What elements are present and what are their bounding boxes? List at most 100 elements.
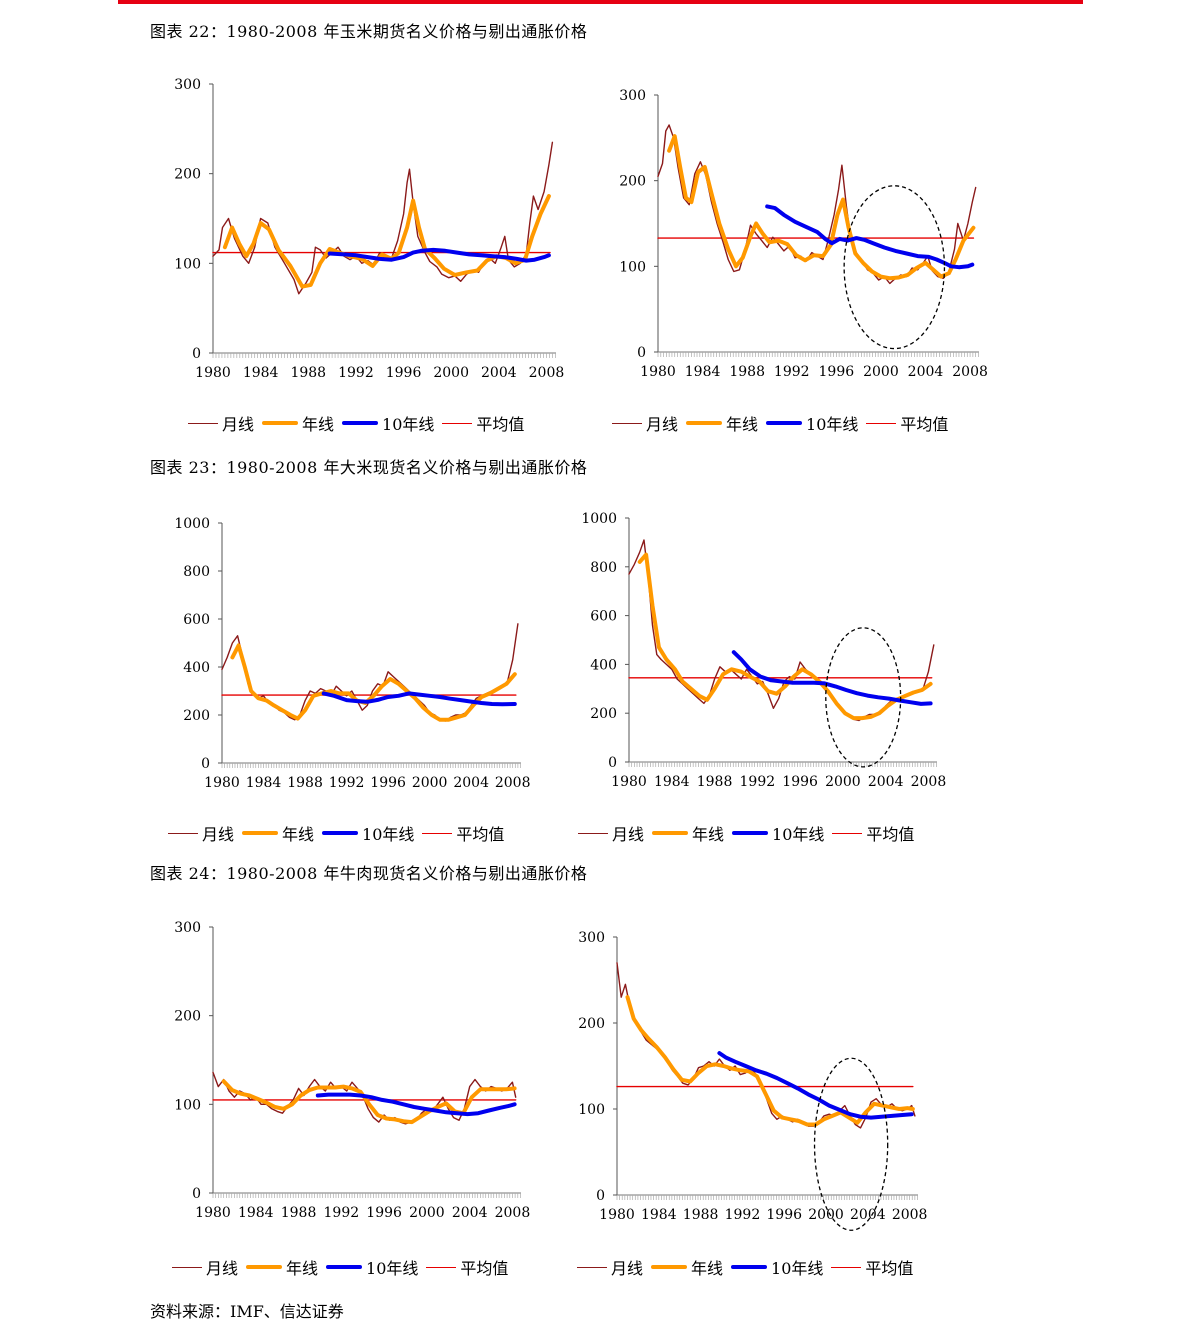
beef-nominal-chart: 0 100 200 300 1980 1984 1988 1992 1996 2000 2004 20… (174, 920, 531, 1221)
x-tick-label: 2000 (433, 365, 469, 381)
legend-swatch-annual (242, 831, 279, 835)
x-minor-ticks (628, 762, 937, 767)
legend-swatch-annual (651, 1265, 688, 1269)
x-tick-label: 1984 (685, 364, 721, 380)
x-tick-label: 1988 (287, 775, 323, 791)
legend-label-annual: 年线 (726, 415, 759, 434)
legend-item-average: 平均值 (866, 411, 956, 435)
legend-item-average: 平均值 (832, 821, 922, 845)
legend-item-average: 平均值 (831, 1255, 921, 1279)
legend-item-monthly: 月线 (172, 1255, 246, 1279)
y-tick-label: 200 (590, 706, 617, 722)
x-tick-label: 2008 (495, 1205, 531, 1221)
legend-item-decade: 10年线 (732, 821, 832, 845)
x-tick-label: 1984 (654, 774, 690, 790)
x-tick-label: 2004 (481, 365, 517, 381)
legend-swatch-monthly (612, 422, 642, 424)
legend-item-annual: 年线 (651, 1255, 731, 1279)
y-tick-label: 0 (637, 345, 646, 361)
y-tick-label: 200 (174, 167, 201, 183)
legend-swatch-annual (652, 831, 689, 835)
legend-label-annual: 年线 (692, 825, 725, 844)
legend-label-average: 平均值 (900, 415, 949, 434)
legend-label-decade: 10年线 (382, 415, 435, 434)
figure-23-caption: 图表 23：1980-2008 年大米现货名义价格与剔出通胀价格 (150, 458, 588, 477)
legend-item-monthly: 月线 (612, 411, 686, 435)
y-tick-label: 100 (619, 259, 646, 275)
legend-swatch-average (831, 1266, 862, 1268)
y-tick-label: 0 (596, 1188, 605, 1204)
x-tick-label: 2000 (808, 1207, 844, 1223)
x-tick-label: 2008 (952, 364, 988, 380)
legend-swatch-decade (731, 1265, 768, 1269)
figure-22-caption: 图表 22：1980-2008 年玉米期货名义价格与剔出通胀价格 (150, 22, 588, 41)
x-tick-label: 1980 (611, 774, 647, 790)
x-minor-ticks (616, 1195, 918, 1200)
series-line-annual (637, 552, 933, 721)
x-tick-label: 2004 (850, 1207, 886, 1223)
legend-label-annual: 年线 (302, 415, 335, 434)
series-line-annual (221, 1079, 517, 1125)
legend-item-average: 平均值 (422, 821, 512, 845)
y-tick-label: 100 (174, 1097, 201, 1113)
legend-item-decade: 10年线 (766, 411, 866, 435)
legend-label-decade: 10年线 (772, 825, 825, 844)
x-tick-label: 1996 (819, 364, 855, 380)
x-tick-label: 1988 (281, 1205, 317, 1221)
legend-swatch-average (866, 422, 897, 424)
y-tick-label: 200 (183, 708, 210, 724)
legend-swatch-average (422, 832, 453, 834)
y-tick-label: 800 (590, 560, 617, 576)
y-tick-label: 400 (590, 657, 617, 673)
legend-item-decade: 10年线 (322, 821, 422, 845)
x-minor-ticks (657, 352, 979, 357)
series-line-decade (315, 1092, 517, 1117)
x-tick-label: 2008 (911, 774, 947, 790)
beef-real-chart: 0 100 200 300 1980 1984 1988 1992 1996 2000 2004 20… (578, 930, 927, 1231)
legend-item-monthly: 月线 (168, 821, 242, 845)
x-minor-ticks (212, 1193, 521, 1198)
series-line-monthly (212, 141, 554, 295)
series-line-monthly (616, 962, 916, 1129)
legend-swatch-average (832, 832, 863, 834)
y-tick-label: 100 (578, 1102, 605, 1118)
x-tick-label: 2004 (453, 775, 489, 791)
x-tick-label: 2000 (412, 775, 448, 791)
series-line-decade (321, 691, 517, 707)
legend-item-monthly: 月线 (577, 1255, 651, 1279)
x-tick-label: 1996 (766, 1207, 802, 1223)
y-tick-label: 100 (174, 256, 201, 272)
legend-swatch-average (442, 422, 473, 424)
x-tick-label: 1980 (204, 775, 240, 791)
x-tick-label: 1984 (246, 775, 282, 791)
figure-24-caption: 图表 24：1980-2008 年牛肉现货名义价格与剔出通胀价格 (150, 864, 588, 883)
rice-real-chart: 0 200 400 600 800 1000 1980 1984 1988 1992 1996 200… (581, 511, 947, 790)
legend-swatch-decade (732, 831, 769, 835)
legend-beef-real: 月线 年线 10年线 平均值 (577, 1255, 921, 1279)
legend-swatch-monthly (577, 1266, 607, 1268)
legend-item-annual: 年线 (242, 821, 322, 845)
x-tick-label: 1980 (640, 364, 676, 380)
legend-swatch-monthly (172, 1266, 202, 1268)
y-tick-label: 300 (174, 77, 201, 93)
y-tick-label: 1000 (174, 516, 210, 532)
x-tick-label: 1992 (740, 774, 776, 790)
x-tick-label: 1996 (370, 775, 406, 791)
legend-label-average: 平均值 (460, 1259, 509, 1278)
y-tick-label: 200 (619, 174, 646, 190)
series-line-decade (731, 650, 933, 706)
y-tick-label: 400 (183, 660, 210, 676)
x-tick-label: 1996 (386, 365, 422, 381)
top-red-rule (118, 0, 1083, 4)
legend-item-average: 平均值 (442, 411, 532, 435)
legend-item-annual: 年线 (652, 821, 732, 845)
x-tick-label: 1996 (366, 1205, 402, 1221)
legend-rice-nominal: 月线 年线 10年线 平均值 (168, 821, 512, 845)
x-tick-label: 1996 (782, 774, 818, 790)
legend-item-average: 平均值 (426, 1255, 516, 1279)
y-tick-label: 800 (183, 564, 210, 580)
x-tick-label: 2004 (868, 774, 904, 790)
x-tick-label: 1984 (243, 365, 279, 381)
x-minor-ticks (221, 763, 521, 768)
series-line-annual (230, 643, 517, 722)
